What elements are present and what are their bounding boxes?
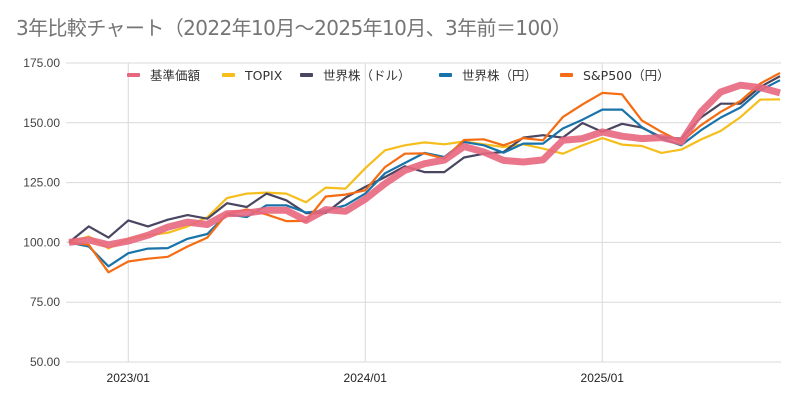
legend-swatch bbox=[439, 73, 452, 77]
x-tick-label: 2023/01 bbox=[107, 371, 151, 385]
legend-item[interactable]: 世界株（ドル） bbox=[300, 68, 411, 83]
legend-swatch bbox=[127, 73, 140, 77]
legend-item[interactable]: TOPIX bbox=[222, 68, 283, 83]
series-1 bbox=[68, 75, 781, 244]
legend-item[interactable]: 世界株（円） bbox=[439, 68, 537, 83]
legend-item[interactable]: S&P500（円） bbox=[560, 68, 670, 83]
legend-item[interactable]: 基準価額 bbox=[127, 68, 201, 83]
legend-label: 基準価額 bbox=[150, 68, 201, 83]
y-tick-label: 125.00 bbox=[23, 176, 60, 190]
series-line bbox=[68, 81, 781, 249]
y-tick-label: 175.00 bbox=[23, 56, 60, 70]
y-tick-label: 75.00 bbox=[30, 295, 60, 309]
series-lines bbox=[68, 72, 781, 274]
y-axis-ticks: 50.00 75.00 100.00 125.00 150.00 175.00 bbox=[23, 56, 60, 369]
series-2 bbox=[68, 79, 781, 268]
legend-label: TOPIX bbox=[244, 68, 283, 83]
chart-title: 3年比較チャート（2022年10月～2025年10月、3年前＝100） bbox=[16, 16, 572, 40]
x-tick-label: 2024/01 bbox=[344, 371, 388, 385]
legend-label: 世界株（ドル） bbox=[323, 68, 411, 83]
legend-swatch bbox=[300, 73, 313, 77]
legend-swatch bbox=[560, 73, 573, 77]
legend: 基準価額 TOPIX 世界株（ドル） 世界株（円） S&P500（円） bbox=[127, 68, 670, 83]
legend-swatch bbox=[222, 73, 235, 77]
x-tick-label: 2025/01 bbox=[581, 371, 625, 385]
y-tick-label: 150.00 bbox=[23, 116, 60, 130]
y-tick-label: 50.00 bbox=[30, 355, 60, 369]
series-line bbox=[68, 75, 781, 244]
legend-label: 世界株（円） bbox=[462, 68, 537, 83]
x-axis-ticks: 2023/01 2024/01 2025/01 bbox=[107, 371, 625, 385]
legend-label: S&P500（円） bbox=[583, 68, 670, 83]
y-tick-label: 100.00 bbox=[23, 235, 60, 249]
series-4 bbox=[68, 81, 781, 249]
series-line bbox=[68, 79, 781, 268]
gridlines bbox=[66, 62, 781, 363]
